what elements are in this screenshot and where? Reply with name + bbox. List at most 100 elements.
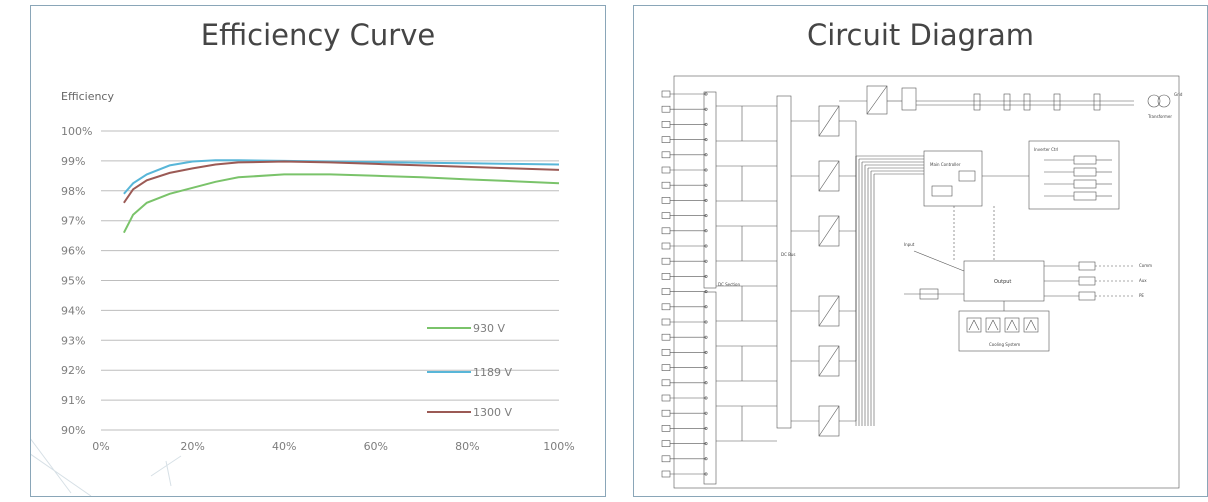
- fan-icon: [1023, 317, 1039, 333]
- transformer-coil: [1147, 94, 1161, 108]
- dc-bus-label: DC Bus: [781, 252, 796, 257]
- input-terminal: [661, 151, 671, 159]
- terminal-node: [704, 229, 708, 233]
- y-tick-label: 93%: [61, 334, 85, 347]
- y-tick-label: 95%: [61, 275, 85, 288]
- terminal-node: [704, 381, 708, 385]
- series-line: [123, 173, 560, 234]
- x-tick-label: 80%: [455, 440, 479, 453]
- terminal-node: [704, 472, 708, 476]
- schematic-line: [1030, 319, 1037, 331]
- input-terminal: [661, 440, 671, 447]
- decorative-strokes: [31, 438, 182, 496]
- input-terminal: [661, 242, 671, 250]
- input-terminal: [661, 121, 671, 128]
- filter-block: [866, 85, 888, 115]
- diagram-frame: [673, 75, 1180, 489]
- y-tick-label: 99%: [61, 155, 85, 168]
- y-tick-label: 100%: [61, 125, 92, 138]
- schematic-line: [866, 85, 888, 115]
- input-terminal: [661, 333, 671, 341]
- schematic-line: [968, 319, 975, 331]
- circuit-diagram-panel: Circuit Diagram DC Bus DC Section Transfor…: [633, 5, 1208, 497]
- input-terminal: [661, 166, 671, 174]
- input-terminal: [661, 273, 671, 280]
- series-line: [123, 159, 560, 195]
- efficiency-chart-panel: Efficiency Curve Efficiency 100% 99% 98% 97…: [30, 5, 606, 497]
- ctrl-module: [1073, 167, 1097, 177]
- legend-label: 1189 V: [473, 366, 512, 379]
- switch-element: [973, 93, 981, 111]
- transformer-coil: [1157, 94, 1171, 108]
- input-terminal: [661, 288, 671, 295]
- input-terminal: [661, 364, 671, 371]
- dc-bus: [776, 95, 792, 429]
- fan-icon: [985, 317, 1001, 333]
- terminal-node: [704, 426, 708, 430]
- y-tick-label: 94%: [61, 304, 85, 317]
- input-terminal: [661, 181, 671, 189]
- terminal-node: [704, 290, 708, 294]
- schematic-line: [818, 215, 840, 247]
- y-tick-label: 96%: [61, 245, 85, 258]
- inverter-ctrl-box: [1028, 140, 1120, 210]
- x-tick-label: 100%: [543, 440, 574, 453]
- terminal-node: [704, 168, 708, 172]
- x-tick-label: 20%: [180, 440, 204, 453]
- terminal-node: [704, 214, 708, 218]
- schematic-line: [818, 160, 840, 192]
- schematic-line: [913, 250, 965, 272]
- switch-element: [1053, 93, 1061, 111]
- schematic-line: [1006, 319, 1013, 331]
- input-terminal: [661, 227, 671, 235]
- ctrl-module: [1073, 179, 1097, 189]
- input-terminal: [661, 379, 671, 387]
- terminal-node: [704, 138, 708, 142]
- fan-icon: [966, 317, 982, 333]
- chart-title: Efficiency Curve: [200, 18, 436, 52]
- diagram-title: Circuit Diagram: [806, 18, 1035, 52]
- input-terminal: [661, 425, 671, 432]
- series-line: [123, 160, 560, 204]
- x-tick-label: 0%: [92, 440, 109, 453]
- terminal-node: [704, 153, 708, 157]
- terminal-node: [704, 122, 708, 126]
- terminal-node: [704, 457, 708, 461]
- input-label: Input: [904, 242, 915, 247]
- schematic-line: [818, 295, 840, 327]
- terminal-node: [704, 411, 708, 415]
- circuit-diagram: DC Bus DC Section Transformer Grid Main Cont…: [661, 75, 1183, 489]
- schematic-line: [987, 319, 994, 331]
- io-module: [1078, 261, 1096, 271]
- schematic-line: [818, 405, 840, 437]
- terminal-node: [704, 442, 708, 446]
- fan-icon: [1004, 317, 1020, 333]
- legend-label: 1300 V: [473, 406, 512, 419]
- terminal-node: [704, 107, 708, 111]
- schematic-line: [818, 105, 840, 137]
- side-io-label: Aux: [1139, 278, 1147, 283]
- schematic-line: [973, 319, 980, 331]
- main-controller-label: Main Controller: [930, 162, 961, 167]
- combiner-box: [703, 291, 717, 485]
- controller-sub: [958, 170, 976, 182]
- input-terminal: [661, 303, 671, 311]
- grid-label: Grid: [1174, 92, 1183, 97]
- terminal-node: [704, 183, 708, 187]
- y-tick-label: 98%: [61, 185, 85, 198]
- input-terminal: [661, 394, 671, 402]
- input-terminal: [661, 197, 671, 204]
- x-tick-label: 60%: [364, 440, 388, 453]
- legend-label: 930 V: [473, 322, 505, 335]
- inverter-ctrl-label: Inverter Ctrl: [1034, 147, 1058, 152]
- terminal-node: [704, 366, 708, 370]
- input-terminal: [661, 470, 671, 478]
- efficiency-chart: Efficiency 100% 99% 98% 97% 96% 95% 94% 93% 92% 9…: [31, 90, 575, 496]
- schematic-line: [1025, 319, 1032, 331]
- switch-element: [1023, 93, 1031, 111]
- combiner-box: [703, 91, 717, 289]
- y-tick-label: 91%: [61, 394, 85, 407]
- terminal-node: [704, 320, 708, 324]
- cooling-label: Cooling System: [989, 342, 1020, 347]
- terminal-node: [704, 335, 708, 339]
